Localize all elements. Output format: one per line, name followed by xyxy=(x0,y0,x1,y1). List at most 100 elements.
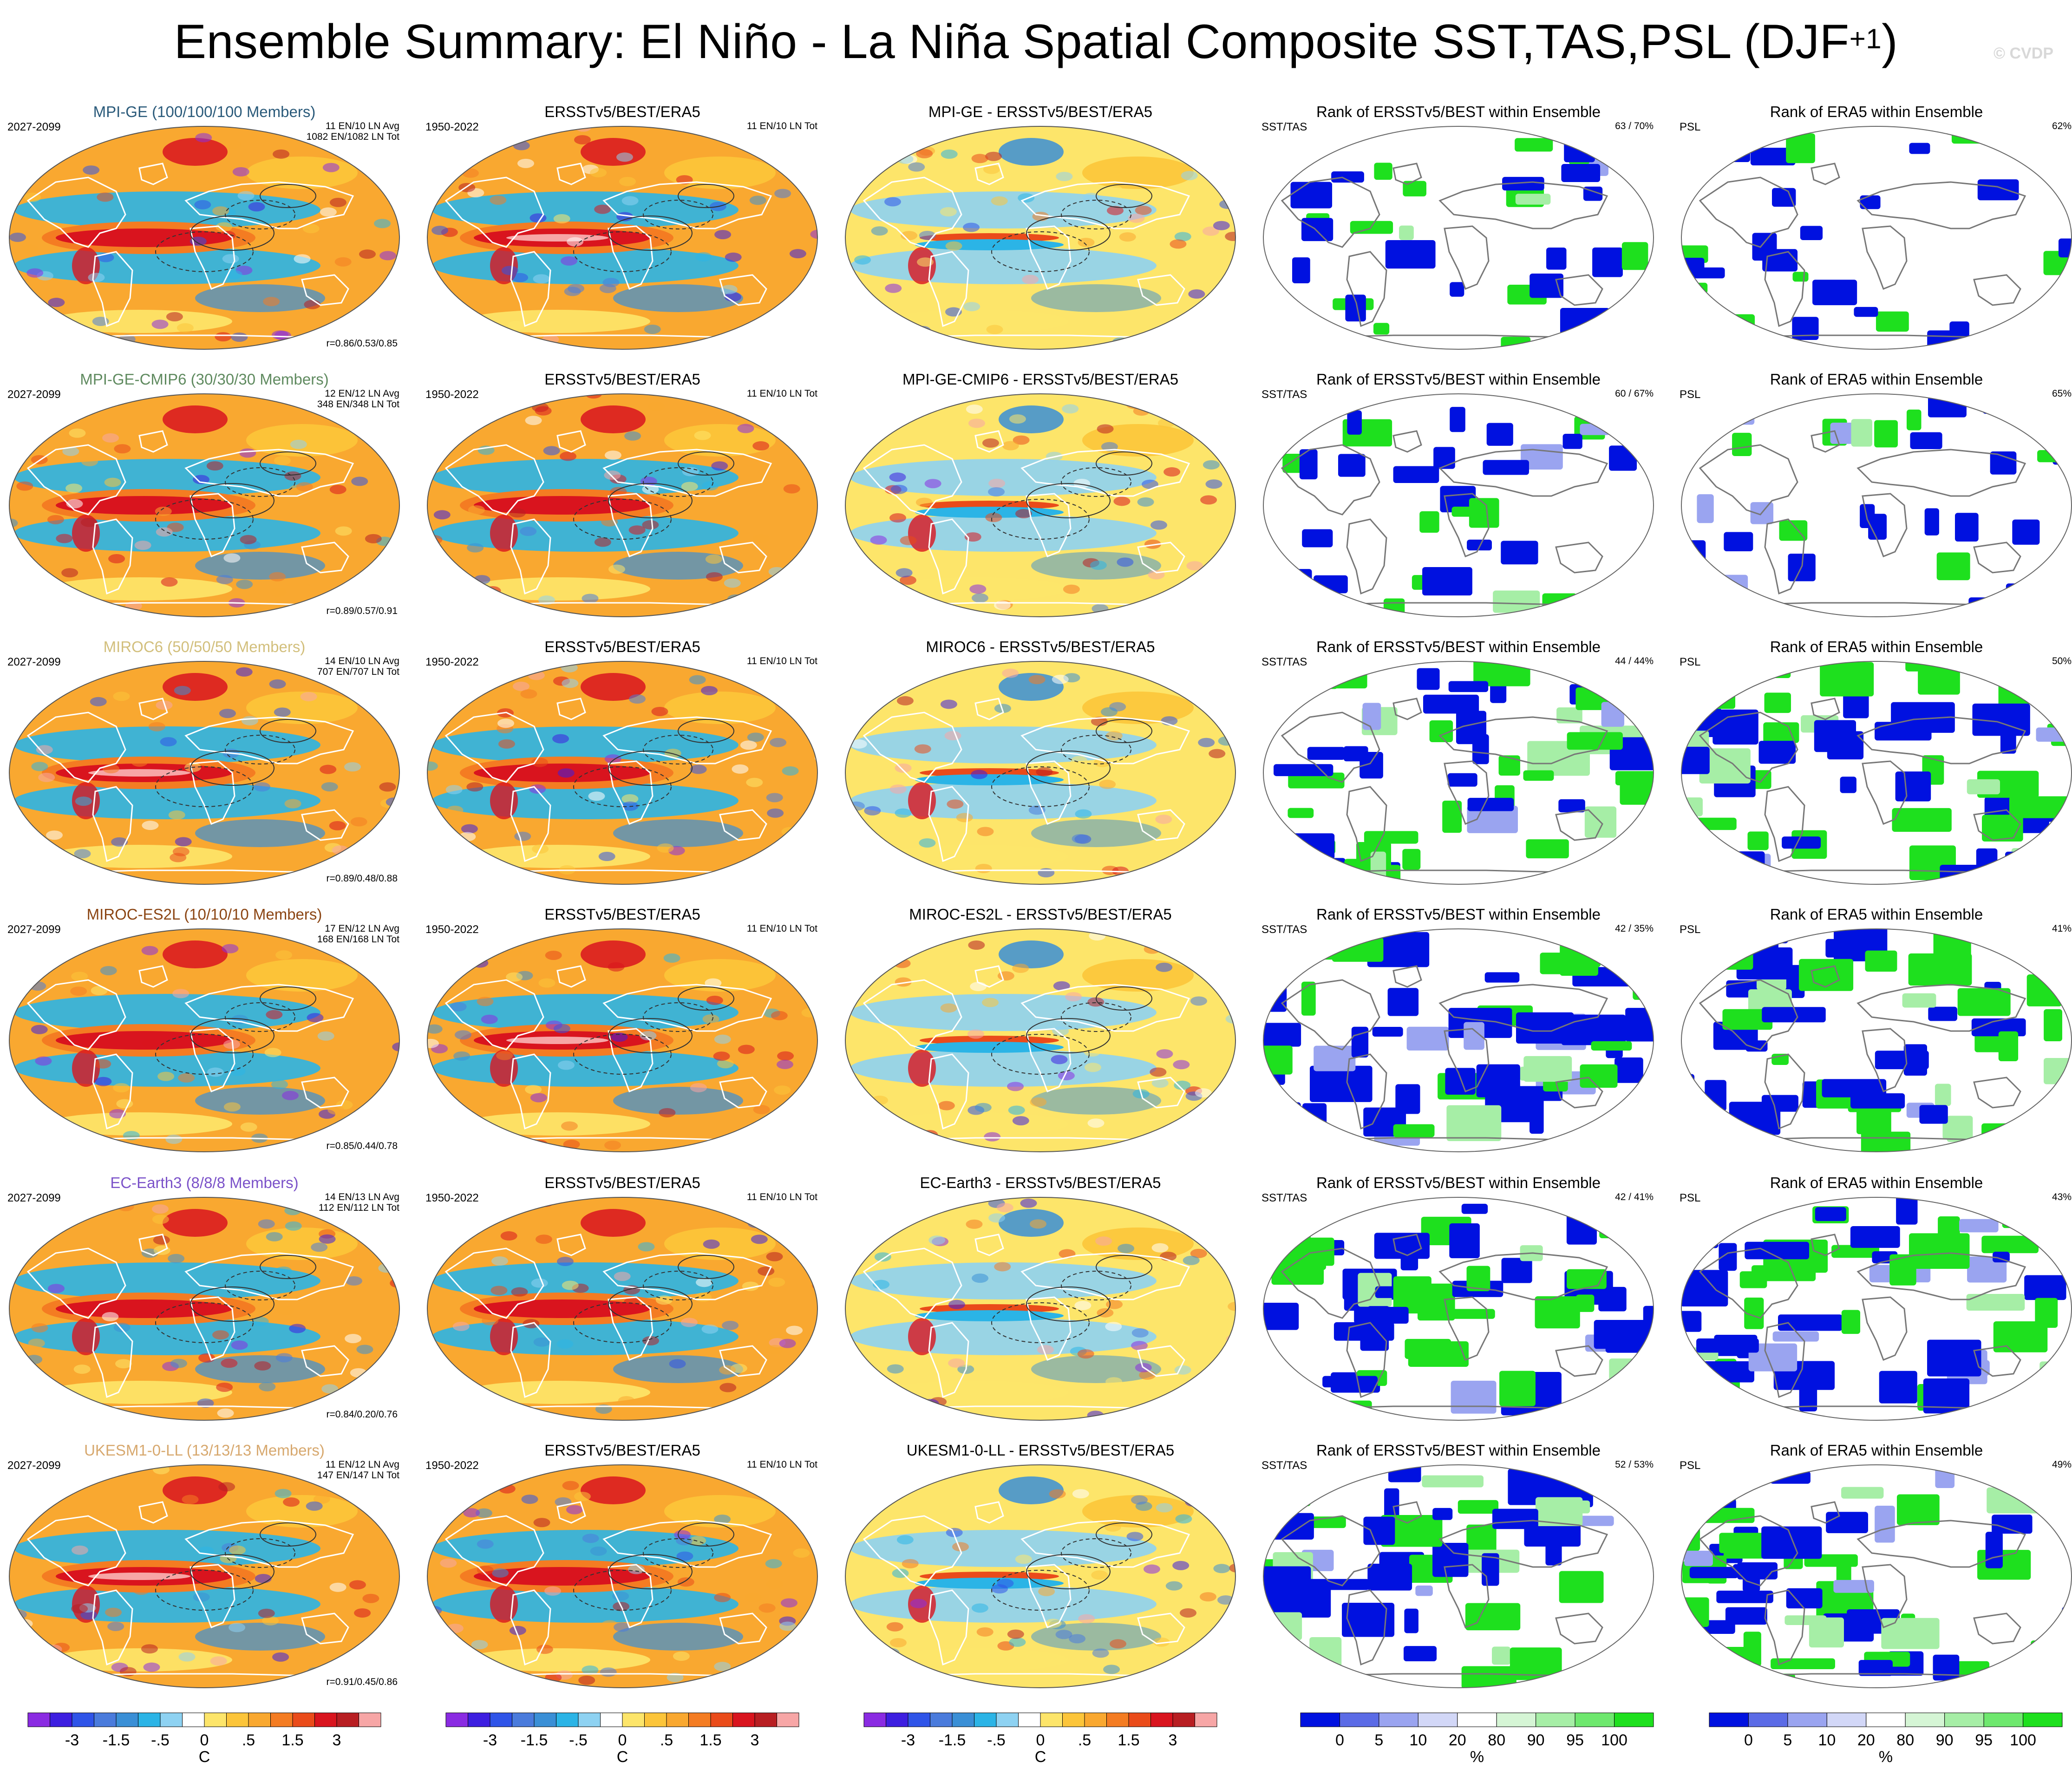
psl-contour xyxy=(225,1271,295,1300)
colorbar-box xyxy=(314,1712,337,1727)
continent-outline xyxy=(556,1234,586,1256)
continent-outline xyxy=(1392,1501,1422,1524)
continent-outline xyxy=(1699,979,1798,1051)
colorbar-box xyxy=(1457,1712,1497,1727)
psl-contour xyxy=(1096,1255,1152,1279)
psl-contour xyxy=(643,735,713,764)
rank-field xyxy=(1263,661,1654,884)
continent-outline xyxy=(444,176,544,248)
continent-outline xyxy=(1444,1296,1490,1361)
colorbar-box xyxy=(952,1712,974,1727)
colorbar-box xyxy=(1866,1712,1906,1727)
continent-outline xyxy=(1856,984,2026,1032)
continent-outline xyxy=(1862,493,1908,557)
psl-contour xyxy=(573,1570,672,1611)
count-tot: 147 EN/147 LN Tot xyxy=(317,1470,399,1481)
continent-outline xyxy=(1020,1520,1190,1568)
psl-contour xyxy=(608,1554,693,1589)
globe-border xyxy=(427,661,818,885)
map-svg xyxy=(1263,1464,1654,1688)
continent-outline xyxy=(1856,449,2026,497)
colorbar-tick-label: -.5 xyxy=(987,1731,1006,1749)
continent-outline xyxy=(1137,809,1185,841)
psl-contour xyxy=(155,766,254,807)
continent-outline xyxy=(974,1501,1004,1524)
rank-percent: 42 / 41% xyxy=(1615,1192,1654,1202)
continent-outline xyxy=(301,1345,349,1377)
colorbar-box xyxy=(138,1712,161,1727)
psl-contour xyxy=(190,751,275,786)
continent-outline xyxy=(1862,760,1908,825)
continent-outline xyxy=(190,493,235,557)
continent-outline xyxy=(190,1564,235,1628)
psl-contour xyxy=(643,1271,713,1300)
continent-outline xyxy=(602,181,772,229)
colorbar-box xyxy=(666,1712,689,1727)
rank-field xyxy=(1681,126,2072,349)
model-panel: UKESM1-0-LL (13/13/13 Members) 2027-2099 1… xyxy=(0,1442,409,1706)
colorbar-tick-label: 0 xyxy=(200,1731,209,1749)
psl-contour xyxy=(155,1034,254,1075)
continent-outline xyxy=(928,786,969,862)
continent-outline xyxy=(1392,1234,1422,1256)
continent-outline xyxy=(184,1520,354,1568)
map-svg xyxy=(427,928,818,1152)
continent-outline xyxy=(1281,1515,1380,1587)
continent-outline xyxy=(1026,1564,1072,1628)
colorbar-box xyxy=(556,1712,579,1727)
panel-period: 1950-2022 xyxy=(425,121,479,133)
map-svg xyxy=(9,928,400,1152)
psl-contour xyxy=(991,231,1090,272)
continent-outline xyxy=(719,809,767,841)
colorbar-box xyxy=(248,1712,271,1727)
panel-title: UKESM1-0-LL (13/13/13 Members) xyxy=(84,1442,325,1459)
globe-border xyxy=(427,928,818,1152)
psl-contour xyxy=(225,1002,295,1032)
map-svg xyxy=(1263,661,1654,885)
colorbar: -3 -1.5 -.5 0 .5 1.5 3 C xyxy=(0,1709,409,1769)
continent-outline xyxy=(719,1077,767,1109)
psl-contour xyxy=(1026,215,1111,251)
colorbar-box xyxy=(359,1712,381,1727)
continent-outline xyxy=(1026,760,1072,825)
continent-outline xyxy=(608,1564,654,1628)
panel-title: Rank of ERSSTv5/BEST within Ensemble xyxy=(1316,103,1601,120)
map-svg xyxy=(427,1464,818,1688)
continent-outline xyxy=(1281,1247,1380,1319)
rank-psl-panel: Rank of ERA5 within Ensemble PSL 50% xyxy=(1672,638,2072,903)
colorbar-tick-label: 95 xyxy=(1975,1731,1993,1749)
globe-border xyxy=(845,1197,1236,1421)
colorbar-box xyxy=(1826,1712,1867,1727)
continent-outline xyxy=(1856,1520,2026,1568)
colorbar-box xyxy=(1905,1712,1945,1727)
panel-counts: 14 EN/13 LN Avg 112 EN/112 LN Tot xyxy=(319,1192,399,1213)
globe-border xyxy=(845,1464,1236,1688)
globe-border xyxy=(1263,1197,1654,1421)
globe-border xyxy=(427,393,818,617)
continent-outline xyxy=(1444,1564,1490,1628)
continent-outline xyxy=(444,712,544,783)
globe-border xyxy=(1263,126,1654,350)
sst-field xyxy=(9,661,399,884)
continent-outline xyxy=(510,1589,551,1666)
sst-field xyxy=(845,661,1235,884)
panel-title: Rank of ERA5 within Ensemble xyxy=(1770,371,1983,388)
rank-psl-panel: Rank of ERA5 within Ensemble PSL 49% xyxy=(1672,1442,2072,1706)
map-svg xyxy=(9,393,400,617)
continent-outline xyxy=(92,1053,133,1130)
colorbar: 0 5 10 20 80 90 95 100% xyxy=(1273,1709,1681,1769)
count-avg: 17 EN/12 LN Avg xyxy=(325,923,399,934)
colorbar-tick-label: 10 xyxy=(1409,1731,1427,1749)
obs-panel: ERSSTv5/BEST/ERA5 1950-2022 11 EN/10 LN To… xyxy=(418,638,827,903)
colorbar-box xyxy=(1106,1712,1129,1727)
count-avg: 11 EN/12 LN Avg xyxy=(325,1459,399,1470)
continent-outline xyxy=(1438,1520,1608,1568)
continent-outline xyxy=(863,979,962,1051)
colorbar-box xyxy=(688,1712,711,1727)
model-panel: MIROC-ES2L (10/10/10 Members) 2027-2099 17… xyxy=(0,906,409,1170)
colorbar-box xyxy=(1339,1712,1379,1727)
colorbar-box xyxy=(1018,1712,1041,1727)
panel-period: 1950-2022 xyxy=(425,656,479,668)
panel-title: ERSSTv5/BEST/ERA5 xyxy=(544,103,700,120)
continent-outline xyxy=(1137,542,1185,574)
